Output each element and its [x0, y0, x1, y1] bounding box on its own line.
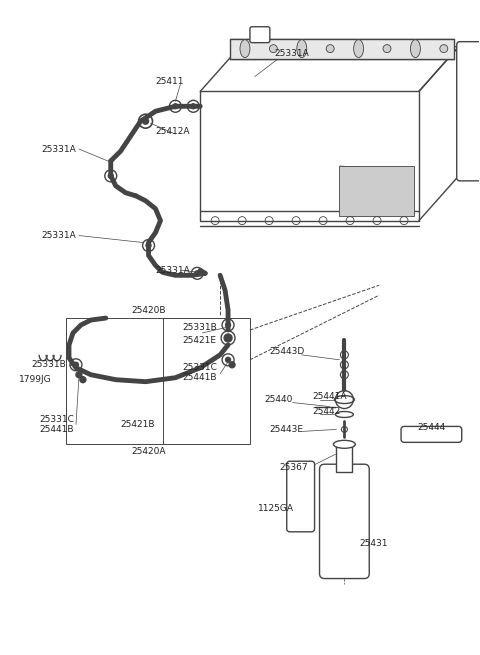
Circle shape [73, 362, 78, 367]
Text: 25440: 25440 [265, 395, 293, 404]
Text: 25331C: 25331C [182, 364, 217, 372]
Ellipse shape [334, 440, 355, 448]
Text: 25441A: 25441A [312, 392, 347, 401]
Text: 25443E: 25443E [270, 425, 304, 434]
Bar [66, 318, 250, 444]
Text: 25331B: 25331B [31, 360, 66, 369]
Text: 25442: 25442 [312, 407, 341, 416]
Ellipse shape [354, 40, 363, 58]
Text: 25331C: 25331C [39, 415, 74, 424]
Circle shape [229, 362, 235, 367]
Circle shape [76, 372, 82, 378]
Text: 25331A: 25331A [275, 49, 310, 58]
Text: 25331A: 25331A [41, 231, 76, 240]
Text: 25331A: 25331A [41, 145, 76, 153]
Circle shape [224, 334, 232, 342]
Circle shape [326, 45, 334, 52]
Circle shape [146, 243, 151, 248]
Text: 1125GA: 1125GA [258, 504, 294, 514]
Circle shape [191, 103, 196, 109]
Ellipse shape [335, 396, 354, 403]
Text: 25421B: 25421B [120, 420, 155, 429]
Text: 25412A: 25412A [156, 126, 190, 136]
FancyBboxPatch shape [401, 426, 462, 442]
Ellipse shape [297, 40, 307, 58]
Text: 25331B: 25331B [182, 324, 217, 333]
Text: 25443D: 25443D [270, 347, 305, 356]
Bar [230, 39, 454, 58]
Circle shape [80, 377, 86, 383]
Text: 1799JG: 1799JG [19, 375, 52, 384]
Bar [336, 444, 352, 472]
Ellipse shape [410, 40, 420, 58]
Text: 25411: 25411 [156, 77, 184, 86]
Circle shape [383, 45, 391, 52]
Circle shape [173, 103, 178, 109]
Circle shape [269, 45, 277, 52]
FancyBboxPatch shape [457, 42, 480, 181]
Ellipse shape [240, 40, 250, 58]
Circle shape [440, 45, 448, 52]
Text: 25420B: 25420B [132, 306, 166, 314]
Text: 25431: 25431 [360, 539, 388, 548]
Text: 25441B: 25441B [39, 425, 73, 434]
FancyBboxPatch shape [287, 461, 314, 532]
Circle shape [108, 174, 113, 178]
Circle shape [195, 271, 200, 276]
Text: 25367: 25367 [280, 462, 308, 472]
Text: 25441B: 25441B [182, 373, 217, 383]
Text: 25421E: 25421E [182, 337, 216, 345]
FancyBboxPatch shape [320, 464, 369, 578]
FancyBboxPatch shape [250, 27, 270, 43]
Ellipse shape [336, 411, 353, 417]
Text: 25444: 25444 [417, 423, 445, 432]
Circle shape [143, 118, 148, 124]
Text: 25331A: 25331A [156, 266, 190, 275]
Circle shape [226, 322, 230, 328]
Bar [339, 166, 414, 215]
Circle shape [226, 358, 230, 362]
Text: 25420A: 25420A [132, 447, 166, 456]
